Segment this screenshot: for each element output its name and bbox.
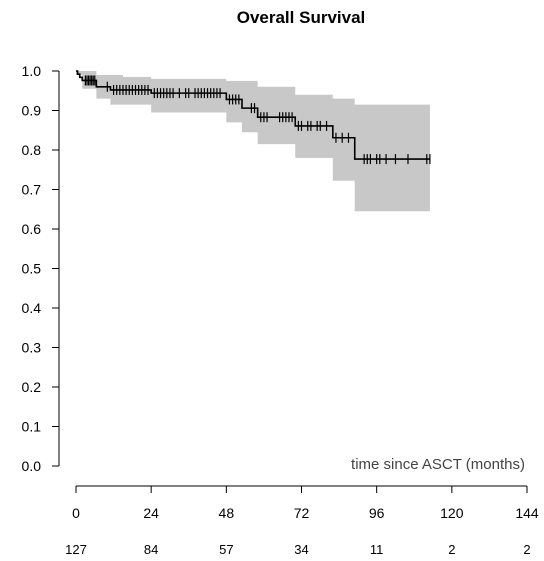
y-axis: 0.0 0.1 0.2 0.3 0.4 0.5 0.6 0.7 0.8 0.9 1.0 <box>22 63 60 474</box>
x-axis-label: time since ASCT (months) <box>351 456 525 473</box>
confidence-band <box>76 71 430 212</box>
number-at-risk-label: 127 <box>65 542 87 557</box>
number-at-risk-label: 57 <box>219 542 233 557</box>
y-tick-label: 0.2 <box>22 379 42 395</box>
chart-title: Overall Survival <box>237 8 366 27</box>
y-tick-label: 0.0 <box>22 458 42 474</box>
y-tick-label: 0.4 <box>22 300 42 316</box>
y-tick-label: 0.1 <box>22 419 42 435</box>
y-tick-label: 0.6 <box>22 221 42 237</box>
number-at-risk-label: 84 <box>144 542 158 557</box>
number-at-risk-label: 11 <box>370 542 384 557</box>
y-tick-label: 0.7 <box>22 182 42 198</box>
y-tick-label: 0.5 <box>22 261 42 277</box>
x-tick-label: 48 <box>219 505 235 521</box>
x-tick-label: 24 <box>143 505 159 521</box>
number-at-risk-label: 2 <box>523 542 530 557</box>
x-axis: 0 24 48 72 96 120 144 <box>72 485 539 521</box>
y-tick-label: 0.9 <box>22 103 42 119</box>
number-at-risk-row: 127 84 57 34 11 2 2 <box>65 542 530 557</box>
x-tick-label: 96 <box>369 505 385 521</box>
confidence-band-layer <box>76 71 430 212</box>
x-tick-label: 144 <box>515 505 539 521</box>
y-tick-label: 1.0 <box>22 63 42 79</box>
x-tick-label: 120 <box>440 505 464 521</box>
y-tick-label: 0.3 <box>22 340 42 356</box>
number-at-risk-label: 34 <box>294 542 308 557</box>
x-tick-label: 0 <box>72 505 80 521</box>
number-at-risk-label: 2 <box>448 542 455 557</box>
y-tick-label: 0.8 <box>22 142 42 158</box>
censor-marks-layer <box>84 75 431 165</box>
x-tick-label: 72 <box>294 505 310 521</box>
